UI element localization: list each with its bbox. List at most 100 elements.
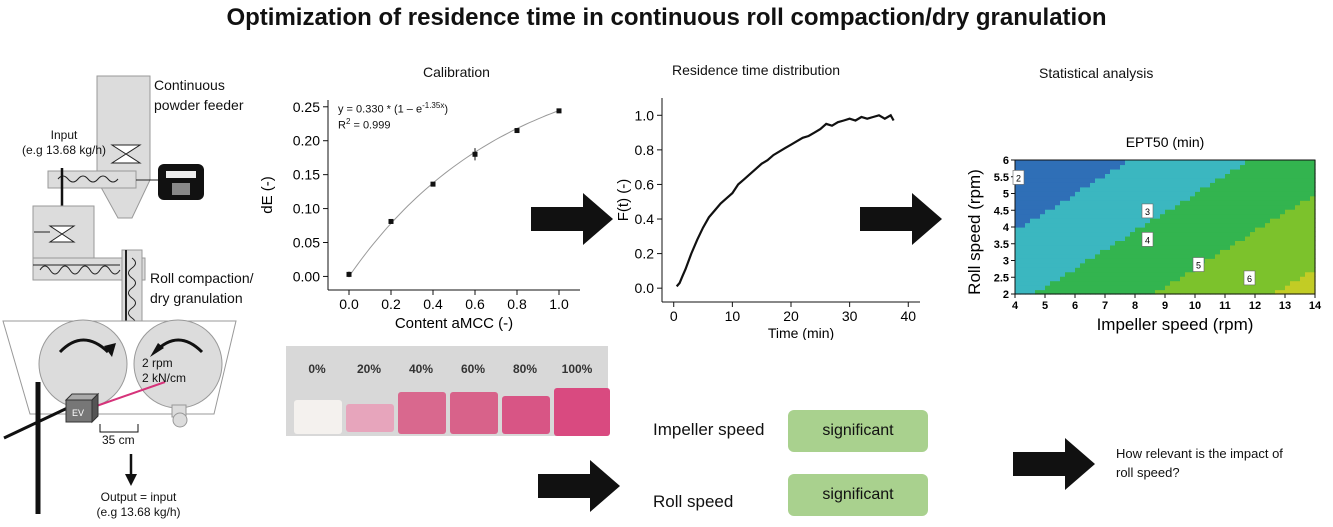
contour-cell [1060,204,1066,210]
contour-cell [1270,271,1276,277]
contour-cell [1190,186,1196,192]
contour-cell [1080,280,1086,286]
contour-cell [1090,177,1096,183]
contour-cell [1060,168,1066,174]
contour-cell [1160,200,1166,206]
contour-cell [1225,164,1231,170]
color-swatch [502,396,550,434]
contour-cell [1090,249,1096,255]
contour-cell [1235,276,1241,282]
contour-cell [1225,289,1231,295]
contour-cell [1180,177,1186,183]
contour-cell [1170,177,1176,183]
contour-cell [1015,209,1021,215]
contour-cell [1105,289,1111,295]
contour-cell [1265,222,1271,228]
y-tick-label: 0.00 [293,268,320,284]
horizontal-screw-icon [39,265,121,275]
contour-cell [1035,253,1041,259]
contour-cell [1025,253,1031,259]
y-axis-label: F(t) (-) [615,179,632,221]
contour-cell [1060,227,1066,233]
contour-cell [1220,173,1226,179]
contour-cell [1030,186,1036,192]
contour-cell [1245,209,1251,215]
contour-cell [1220,218,1226,224]
contour-cell [1120,235,1126,241]
contour-cell [1085,168,1091,174]
contour-cell [1280,244,1286,250]
contour-cell [1100,168,1106,174]
contour-cell [1165,213,1171,219]
contour-cell [1220,276,1226,282]
contour-cell [1095,262,1101,268]
contour-chart: EPT50 (min)4 5 6 7 8 9 10 11 12 13 1422.533.544.55… [965,134,1322,334]
contour-cell [1225,285,1231,291]
contour-cell [1035,209,1041,215]
contour-cell [1260,289,1266,295]
contour-cell [1165,267,1171,273]
contour-cell [1265,213,1271,219]
contour-cell [1215,222,1221,228]
contour-cell [1055,285,1061,291]
contour-cell [1150,280,1156,286]
contour-cell [1020,231,1026,237]
contour-cell [1070,218,1076,224]
contour-cell [1140,258,1146,264]
contour-cell [1150,244,1156,250]
contour-cell [1295,235,1301,241]
contour-cell [1265,191,1271,197]
contour-cell [1040,267,1046,273]
contour-cell [1115,164,1121,170]
contour-cell [1050,218,1056,224]
contour-cell [1130,200,1136,206]
contour-cell [1245,191,1251,197]
sample-swatches-panel: 0% 20% 40% 60% 80% 100% [286,346,610,436]
contour-cell [1015,213,1021,219]
contour-cell [1135,271,1141,277]
contour-cell [1235,200,1241,206]
contour-cell [1045,191,1051,197]
contour-cell [1300,249,1306,255]
contour-cell [1080,160,1086,166]
contour-cell [1110,213,1116,219]
contour-cell [1070,280,1076,286]
contour-cell [1265,218,1271,224]
contour-cell [1260,231,1266,237]
contour-cell [1305,235,1311,241]
contour-cell [1190,222,1196,228]
contour-cell [1095,168,1101,174]
contour-cell [1115,186,1121,192]
contour-cell [1265,280,1271,286]
contour-cell [1015,160,1021,166]
contour-cell [1305,276,1311,282]
contour-cell [1205,218,1211,224]
x-tick-label: 14 [1309,300,1322,312]
contour-cell [1190,213,1196,219]
contour-cell [1160,173,1166,179]
contour-cell [1055,271,1061,277]
contour-cell [1080,253,1086,259]
contour-cell [1295,204,1301,210]
contour-cell [1265,267,1271,273]
contour-cell [1200,204,1206,210]
contour-cell [1170,160,1176,166]
contour-cell [1085,200,1091,206]
contour-cell [1155,271,1161,277]
contour-cell [1130,173,1136,179]
contour-cell [1240,258,1246,264]
contour-cell [1100,258,1106,264]
left-roll-rotation-icon [58,338,110,354]
contour-cell [1180,222,1186,228]
contour-cell [1040,218,1046,224]
contour-cell [1150,186,1156,192]
contour-cell [1050,227,1056,233]
arrow-right-icon [538,460,620,512]
contour-cell [1185,231,1191,237]
contour-cell [1310,222,1316,228]
contour-cell [1080,262,1086,268]
contour-cell [1280,177,1286,183]
contour-cell [1080,240,1086,246]
contour-cell [1255,285,1261,291]
contour-cell [1105,240,1111,246]
